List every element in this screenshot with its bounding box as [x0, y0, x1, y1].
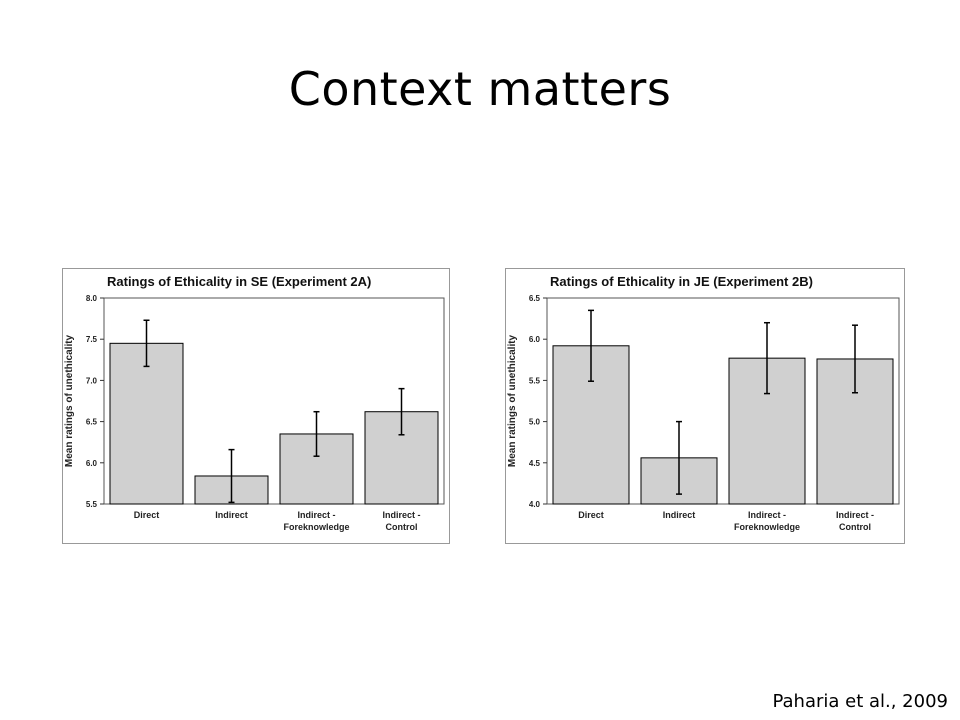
chart-experiment-2b: Ratings of Ethicality in JE (Experiment … [505, 268, 905, 544]
y-tick-label: 4.0 [529, 500, 541, 509]
x-tick-label: Foreknowledge [283, 522, 349, 532]
y-tick-label: 5.5 [529, 376, 541, 385]
citation: Paharia et al., 2009 [772, 691, 948, 712]
x-tick-label: Control [839, 522, 871, 532]
x-tick-label: Indirect - [748, 510, 786, 520]
chart-svg-2b: Ratings of Ethicality in JE (Experiment … [505, 268, 905, 544]
plot-area [546, 297, 900, 505]
chart-title: Ratings of Ethicality in SE (Experiment … [107, 274, 371, 289]
y-tick-label: 8.0 [86, 294, 98, 303]
x-tick-label: Control [386, 522, 418, 532]
x-tick-label: Direct [134, 510, 160, 520]
x-tick-label: Indirect [215, 510, 248, 520]
y-axis-label: Mean ratings of unethicality [64, 334, 75, 467]
chart-svg-2a: Ratings of Ethicality in SE (Experiment … [62, 268, 450, 544]
x-tick-label: Indirect - [836, 510, 874, 520]
x-tick-label: Direct [578, 510, 604, 520]
x-tick-label: Indirect [663, 510, 696, 520]
y-tick-label: 7.5 [86, 335, 98, 344]
y-tick-label: 5.5 [86, 500, 98, 509]
bar [109, 342, 184, 505]
y-tick-label: 6.0 [86, 459, 98, 468]
y-tick-label: 5.0 [529, 418, 541, 427]
chart-title: Ratings of Ethicality in JE (Experiment … [550, 274, 813, 289]
y-tick-label: 6.5 [86, 418, 98, 427]
y-tick-label: 4.5 [529, 459, 541, 468]
chart-frame [62, 268, 450, 544]
chart-experiment-2a: Ratings of Ethicality in SE (Experiment … [62, 268, 450, 544]
chart-frame [505, 268, 905, 544]
slide-title: Context matters [288, 62, 672, 116]
plot-area [103, 297, 445, 505]
y-tick-label: 6.5 [529, 294, 541, 303]
y-axis-label: Mean ratings of unethicality [507, 334, 518, 467]
x-tick-label: Indirect - [297, 510, 335, 520]
y-tick-label: 6.0 [529, 335, 541, 344]
y-tick-label: 7.0 [86, 376, 98, 385]
x-tick-label: Foreknowledge [734, 522, 800, 532]
x-tick-label: Indirect - [382, 510, 420, 520]
